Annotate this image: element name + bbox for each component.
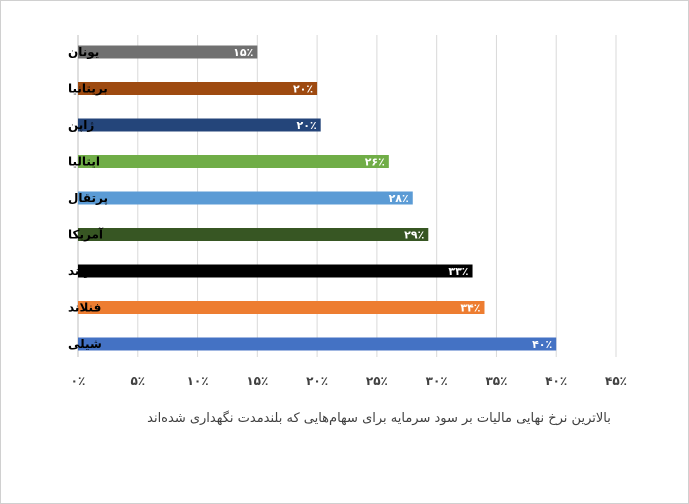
bar <box>78 155 389 168</box>
category-label: ایرلند <box>68 264 100 278</box>
x-tick-label: ۱۰٪ <box>187 374 209 388</box>
data-label: ۱۵٪ <box>233 46 253 59</box>
category-label: ژاپن <box>68 118 94 132</box>
x-tick-label: ۲۰٪ <box>306 374 328 388</box>
bar <box>78 337 557 351</box>
data-label: ۲۰٪ <box>293 83 313 96</box>
x-tick-label: ۴۰٪ <box>545 374 567 388</box>
data-label: ۲۹٪ <box>404 229 424 242</box>
category-label: بریتانیا <box>68 82 108 96</box>
data-label: ۲۶٪ <box>365 156 385 169</box>
category-label: فنلاند <box>68 301 101 315</box>
data-label: ۲۰٪ <box>297 119 317 132</box>
data-label: ۳۴٪ <box>460 302 480 315</box>
category-label: شیلی <box>68 337 102 351</box>
category-label: ایتالیا <box>68 155 100 169</box>
x-tick-label: ۳۵٪ <box>485 374 507 388</box>
x-tick-label: ۴۵٪ <box>605 374 627 388</box>
bar <box>78 82 318 95</box>
x-tick-label: ۱۵٪ <box>246 374 268 388</box>
bar <box>78 264 473 278</box>
x-tick-label: ۵٪ <box>130 374 145 388</box>
x-axis-title: بالاترین نرخ نهایی مالیات بر سود سرمایه … <box>147 410 611 426</box>
data-label: ۴۰٪ <box>532 338 552 351</box>
bar <box>78 118 321 132</box>
bar <box>78 301 485 314</box>
data-label: ۲۸٪ <box>389 192 409 205</box>
bar <box>78 228 429 241</box>
bar <box>78 191 413 205</box>
data-label: ۳۳٪ <box>448 265 468 278</box>
x-tick-label: ۰٪ <box>71 374 86 388</box>
x-tick-label: ۳۰٪ <box>426 374 448 388</box>
category-label: پرتقال <box>68 191 108 205</box>
x-tick-label: ۲۵٪ <box>366 374 388 388</box>
category-label: آمریکا <box>68 227 104 242</box>
category-label: یونان <box>68 45 99 60</box>
bar <box>78 45 258 59</box>
